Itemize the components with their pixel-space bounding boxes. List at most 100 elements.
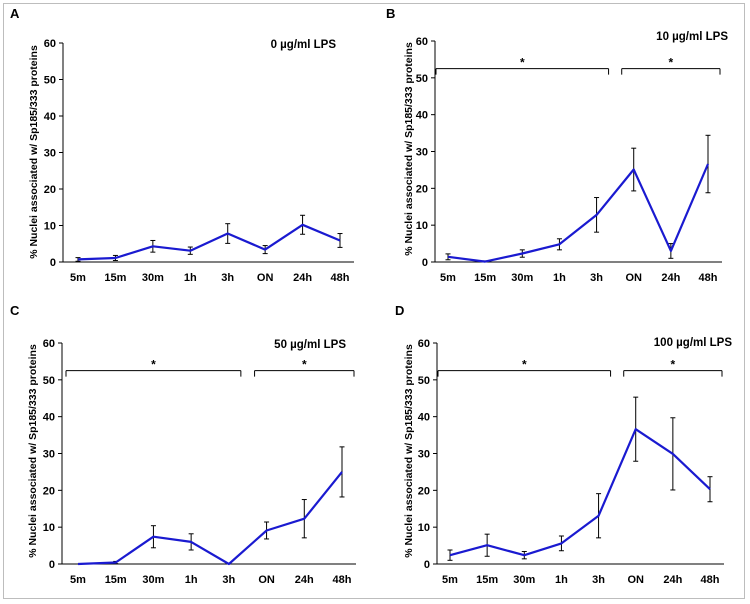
y-tick-label: 50 [43,375,55,387]
y-tick-label: 60 [416,36,428,48]
x-tick-label: 30m [142,272,164,284]
x-tick-label: 15m [476,574,498,586]
significance-star: * [302,358,307,372]
y-tick-label: 40 [418,412,430,424]
x-tick-label: 3h [222,574,235,586]
y-tick-label: 60 [44,38,56,50]
x-tick-label: 24h [661,272,680,284]
y-axis-label: % Nuclei associated w/ Sp185/333 protein… [28,45,40,259]
y-axis-label: % Nuclei associated w/ Sp185/333 protein… [27,344,39,558]
x-tick-label: 5m [70,574,86,586]
panel-label: C [10,303,20,318]
x-tick-label: 1h [185,574,198,586]
x-tick-label: ON [625,272,642,284]
panel-c: C 50 µg/ml LPS % Nuclei associated w/ Sp… [10,303,356,586]
x-tick-label: 5m [70,272,86,284]
panel-label: D [395,303,404,318]
panel-b: B 10 µg/ml LPS % Nuclei associated w/ Sp… [386,6,728,284]
significance-bracket [435,68,610,75]
panel-title: 0 µg/ml LPS [271,39,337,51]
y-tick-label: 30 [43,449,55,461]
y-tick-label: 10 [418,522,430,534]
series-line [77,223,341,261]
x-tick-label: 48h [333,574,352,586]
x-tick-label: 30m [142,574,164,586]
y-tick-label: 30 [44,148,56,160]
x-tick-label: 30m [511,272,533,284]
y-tick-label: 10 [416,220,428,232]
series-line [77,471,343,566]
significance-star: * [151,358,156,372]
x-tick-label: ON [258,574,275,586]
significance-star: * [671,358,676,372]
error-bar [707,476,713,503]
panel-title: 50 µg/ml LPS [274,339,346,351]
significance-bracket [623,370,723,377]
panel-a-marks: 0 10 20 30 40 50 60 5m 15m 30m 1h 3h ON 24h 48h [44,38,354,284]
panel-c-marks: 0 10 20 30 40 50 60 5m 15m 30m 1h 3h ON 24h 48h * * [43,338,356,586]
significance-bracket [254,370,355,377]
panel-title: 10 µg/ml LPS [656,31,728,43]
x-tick-label: 48h [699,272,718,284]
x-tick-label: 48h [331,272,350,284]
x-tick-label: 1h [555,574,568,586]
significance-star: * [669,56,674,70]
y-tick-label: 20 [43,485,55,497]
panel-label: A [10,6,20,21]
x-tick-label: 30m [513,574,535,586]
y-tick-label: 60 [418,338,430,350]
y-tick-label: 20 [416,183,428,195]
x-tick-label: 5m [440,272,456,284]
x-tick-label: ON [257,272,274,284]
error-bar [75,257,81,262]
y-tick-label: 60 [43,338,55,350]
x-tick-label: 15m [104,272,126,284]
y-tick-label: 0 [49,559,55,571]
y-tick-label: 10 [44,221,56,233]
y-axis-label: % Nuclei associated w/ Sp185/333 protein… [403,42,415,256]
panel-label: B [386,6,395,21]
y-tick-label: 0 [422,257,428,269]
y-tick-label: 40 [416,110,428,122]
y-tick-label: 20 [418,485,430,497]
significance-star: * [520,56,525,70]
x-tick-label: 24h [663,574,682,586]
y-tick-label: 0 [50,257,56,269]
series-line [447,163,710,263]
x-tick-label: 5m [442,574,458,586]
panel-title: 100 µg/ml LPS [654,337,733,349]
figure-frame [3,3,745,599]
y-axis-label: % Nuclei associated w/ Sp185/333 protein… [403,344,415,558]
panel-b-marks: 0 10 20 30 40 50 60 5m 15m 30m 1h 3h ON 24h 48h * * [416,36,722,284]
significance-bracket [437,370,612,377]
x-tick-label: ON [627,574,644,586]
y-tick-label: 0 [424,559,430,571]
y-tick-label: 10 [43,522,55,534]
x-tick-label: 1h [553,272,566,284]
x-tick-label: 3h [221,272,234,284]
x-tick-label: 3h [590,272,603,284]
significance-star: * [522,358,527,372]
y-tick-label: 20 [44,184,56,196]
x-tick-label: 24h [295,574,314,586]
panel-d-marks: 0 10 20 30 40 50 60 5m 15m 30m 1h 3h ON 24h 48h * * [418,338,724,586]
y-tick-label: 50 [416,73,428,85]
significance-bracket [621,68,721,75]
y-tick-label: 40 [44,111,56,123]
x-tick-label: 15m [474,272,496,284]
x-tick-label: 3h [592,574,605,586]
series-line [449,428,711,557]
x-tick-label: 24h [293,272,312,284]
panel-d: D 100 µg/ml LPS % Nuclei associated w/ S… [395,303,732,586]
y-tick-label: 30 [416,147,428,159]
x-tick-label: 15m [105,574,127,586]
x-tick-label: 48h [701,574,720,586]
y-tick-label: 50 [418,375,430,387]
y-tick-label: 40 [43,412,55,424]
significance-bracket [65,370,242,377]
y-tick-label: 50 [44,75,56,87]
panel-a: A 0 µg/ml LPS % Nuclei associated w/ Sp1… [10,6,354,284]
y-tick-label: 30 [418,449,430,461]
x-tick-label: 1h [184,272,197,284]
